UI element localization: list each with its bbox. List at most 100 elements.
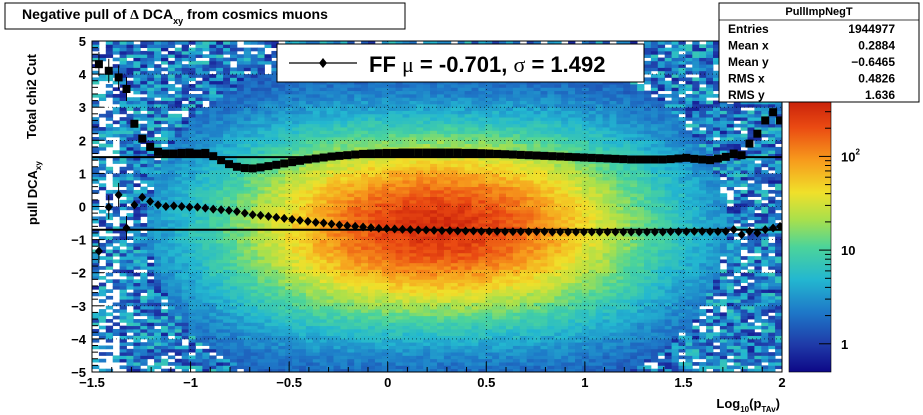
mean-point bbox=[611, 227, 620, 237]
stats-row-value: −0.6465 bbox=[851, 55, 895, 69]
sigma-point bbox=[303, 155, 312, 164]
mean-point bbox=[232, 206, 241, 216]
sigma-point bbox=[690, 154, 699, 163]
mean-point bbox=[351, 221, 360, 231]
color-scale-axis: 102 10 1 bbox=[819, 111, 860, 352]
sigma-point bbox=[177, 148, 186, 157]
x-tick-label: 1 bbox=[581, 375, 588, 390]
stats-row-label: Mean x bbox=[728, 39, 769, 53]
mean-point bbox=[225, 205, 234, 215]
mean-point bbox=[303, 216, 312, 226]
sigma-point bbox=[422, 148, 431, 157]
sigma-point bbox=[627, 155, 636, 164]
mean-point bbox=[422, 225, 431, 235]
y-axis-label: pull DCAxy bbox=[25, 161, 43, 225]
sigma-point bbox=[587, 153, 596, 162]
sigma-point bbox=[248, 164, 257, 173]
mean-point bbox=[161, 202, 170, 211]
mean-point bbox=[272, 212, 281, 222]
y-tick-label: −1 bbox=[71, 233, 86, 248]
mean-point bbox=[745, 226, 754, 236]
sigma-point bbox=[579, 153, 588, 162]
mean-point bbox=[729, 225, 738, 235]
mean-point bbox=[769, 223, 778, 233]
mean-point bbox=[540, 227, 549, 237]
sigma-point bbox=[508, 150, 517, 159]
mean-point bbox=[776, 221, 782, 231]
mean-point bbox=[280, 213, 289, 223]
sigma-point bbox=[390, 148, 399, 157]
sigma-point bbox=[217, 156, 226, 165]
sigma-point bbox=[414, 148, 423, 157]
mean-point bbox=[658, 227, 667, 237]
sigma-point bbox=[169, 149, 178, 158]
sigma-point bbox=[477, 149, 486, 158]
sigma-point bbox=[359, 149, 368, 158]
x-tick-label: −1.5 bbox=[79, 375, 105, 390]
stats-row-label: RMS y bbox=[728, 88, 765, 102]
mean-point bbox=[217, 205, 226, 215]
stats-row-label: Entries bbox=[728, 22, 769, 36]
y-tick-label: 0 bbox=[79, 200, 86, 215]
sigma-point bbox=[666, 155, 675, 164]
sigma-point bbox=[327, 152, 336, 161]
sigma-point bbox=[548, 152, 557, 161]
stats-row-label: RMS x bbox=[728, 72, 765, 86]
sigma-point bbox=[611, 154, 620, 163]
y-tick-label: 5 bbox=[79, 34, 86, 49]
sigma-point bbox=[453, 148, 462, 157]
mean-point bbox=[508, 227, 517, 237]
mean-point bbox=[579, 227, 588, 237]
mean-point bbox=[327, 219, 336, 229]
mean-point bbox=[240, 208, 249, 218]
mean-point bbox=[603, 227, 612, 237]
mean-point bbox=[682, 227, 691, 237]
sigma-point bbox=[398, 148, 407, 157]
sigma-point bbox=[698, 155, 707, 164]
sigma-point bbox=[658, 155, 667, 164]
sigma-point bbox=[130, 119, 139, 128]
mean-point bbox=[627, 227, 636, 237]
sigma-point bbox=[374, 149, 383, 158]
mean-point bbox=[761, 225, 770, 235]
y-tick-label: −5 bbox=[71, 365, 86, 380]
sigma-point bbox=[264, 162, 273, 171]
mean-point bbox=[169, 201, 178, 211]
sigma-point bbox=[729, 149, 738, 158]
y-tick-label: 3 bbox=[79, 100, 86, 115]
sigma-point bbox=[343, 151, 352, 160]
x-tick-label: 1.5 bbox=[674, 375, 692, 390]
chart-title: Negative pull of Δ DCAxy from cosmics mu… bbox=[22, 6, 328, 26]
y-tick-label: 4 bbox=[79, 67, 87, 82]
x-tick-label: −0.5 bbox=[276, 375, 302, 390]
mean-point bbox=[548, 227, 557, 237]
mean-point bbox=[571, 227, 580, 237]
sigma-point bbox=[642, 155, 651, 164]
mean-point bbox=[374, 223, 383, 233]
sigma-point bbox=[280, 159, 289, 168]
mean-point bbox=[288, 214, 297, 224]
mean-point bbox=[453, 226, 462, 236]
mean-point bbox=[343, 221, 352, 231]
sigma-point bbox=[635, 155, 644, 164]
mean-point bbox=[698, 226, 707, 236]
profile-markers bbox=[94, 52, 782, 264]
mean-point bbox=[493, 226, 502, 236]
mean-point bbox=[359, 222, 368, 232]
sigma-point bbox=[406, 148, 415, 157]
stats-box bbox=[718, 2, 920, 103]
heatmap-cells bbox=[92, 41, 782, 372]
sigma-point bbox=[776, 116, 782, 125]
mean-point bbox=[335, 220, 344, 230]
mean-point bbox=[635, 227, 644, 237]
y-axis: −5 −4 −3 −2 −1 0 1 2 3 4 5 bbox=[71, 34, 104, 380]
sigma-point bbox=[335, 151, 344, 160]
mean-point bbox=[642, 227, 651, 237]
sigma-point bbox=[288, 158, 297, 167]
sigma-point bbox=[706, 156, 715, 165]
y-tick-label: 1 bbox=[79, 166, 86, 181]
x-tick-label: −1 bbox=[183, 375, 198, 390]
mean-point bbox=[461, 226, 470, 236]
mean-point bbox=[445, 226, 454, 236]
mean-point bbox=[366, 223, 375, 233]
